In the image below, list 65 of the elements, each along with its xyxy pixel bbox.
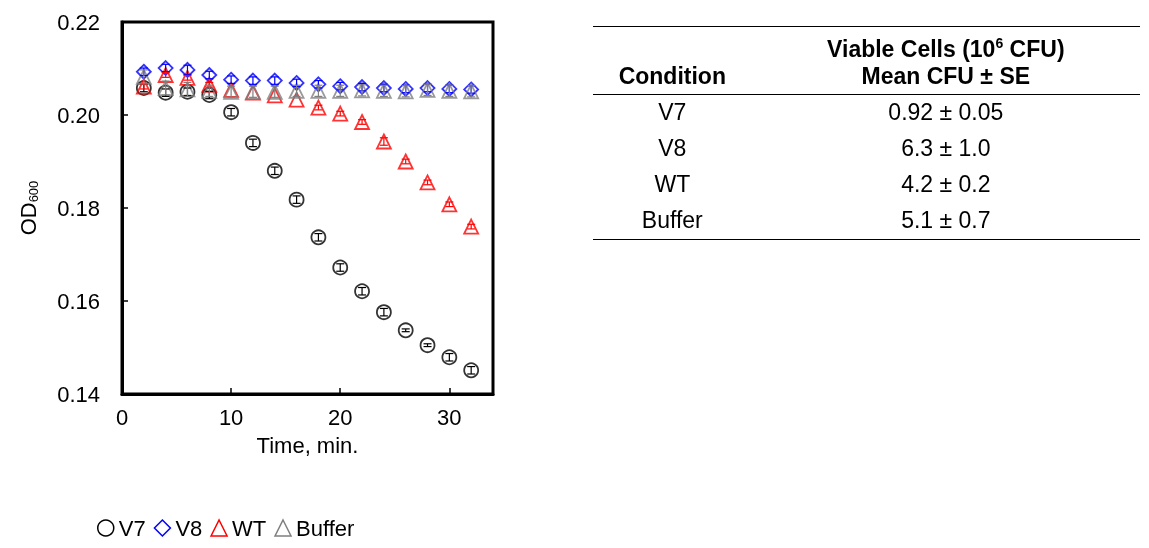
point [354,114,370,130]
point [310,76,327,93]
text: 0.92 ± 0.05 [888,99,1004,126]
point [441,349,458,366]
point [135,63,152,80]
point [179,69,196,86]
x-tick-label: 20 [327,404,353,430]
point [463,218,480,235]
y-tick-label: 0.16 [57,288,100,314]
text: Viable Cells (10$^{6}$ CFU) [827,35,1065,62]
text: 5.1 ± 0.7 [901,207,991,234]
point [223,104,240,121]
point [419,337,436,354]
point [266,162,283,179]
x-axis-title: Time, min. [256,432,359,458]
legend-label: Buffer [296,515,355,541]
legend-label: V7 [118,515,146,541]
text: 6.3 ± 1.0 [901,135,991,162]
point [375,133,392,150]
point [201,76,218,93]
text: Mean CFU ± SE [861,62,1031,89]
x-tick-label: 0 [115,404,129,430]
point [157,80,174,96]
text: Condition [618,62,726,89]
point [463,362,480,379]
legend-label: V8 [175,515,203,541]
category-label: Buffer [593,202,752,240]
point [157,84,174,101]
category-label: V7 [657,98,688,128]
y-tick-label: 0.18 [57,195,100,221]
point [397,153,414,170]
point [266,87,283,104]
x-tick-label: 30 [437,404,462,430]
point [354,283,370,300]
y-axis-title: OD600 [16,180,41,236]
point [332,105,349,122]
y-tick-label: 0.14 [57,381,100,407]
point [310,229,327,246]
text: 4.2 ± 0.2 [901,171,991,198]
point [266,72,283,89]
point [441,196,458,213]
x-tick-label: 10 [218,404,244,430]
point [288,191,305,208]
y-tick-label: 0.22 [57,9,100,35]
point [201,82,218,99]
point [135,68,152,85]
point [266,83,283,100]
point [223,71,240,88]
category-label: WT [653,170,692,200]
point [201,67,218,83]
point [245,72,261,89]
point [397,322,414,339]
point [332,78,349,95]
point [288,91,305,108]
point [419,174,436,191]
point [157,60,174,76]
category-label: V8 [657,134,688,164]
point [376,304,392,321]
legend-label: WT [232,515,267,541]
y-tick-label: 0.20 [57,102,100,128]
point [332,259,349,276]
point [332,82,349,99]
point [310,99,327,116]
point [201,87,218,103]
point [157,67,174,83]
